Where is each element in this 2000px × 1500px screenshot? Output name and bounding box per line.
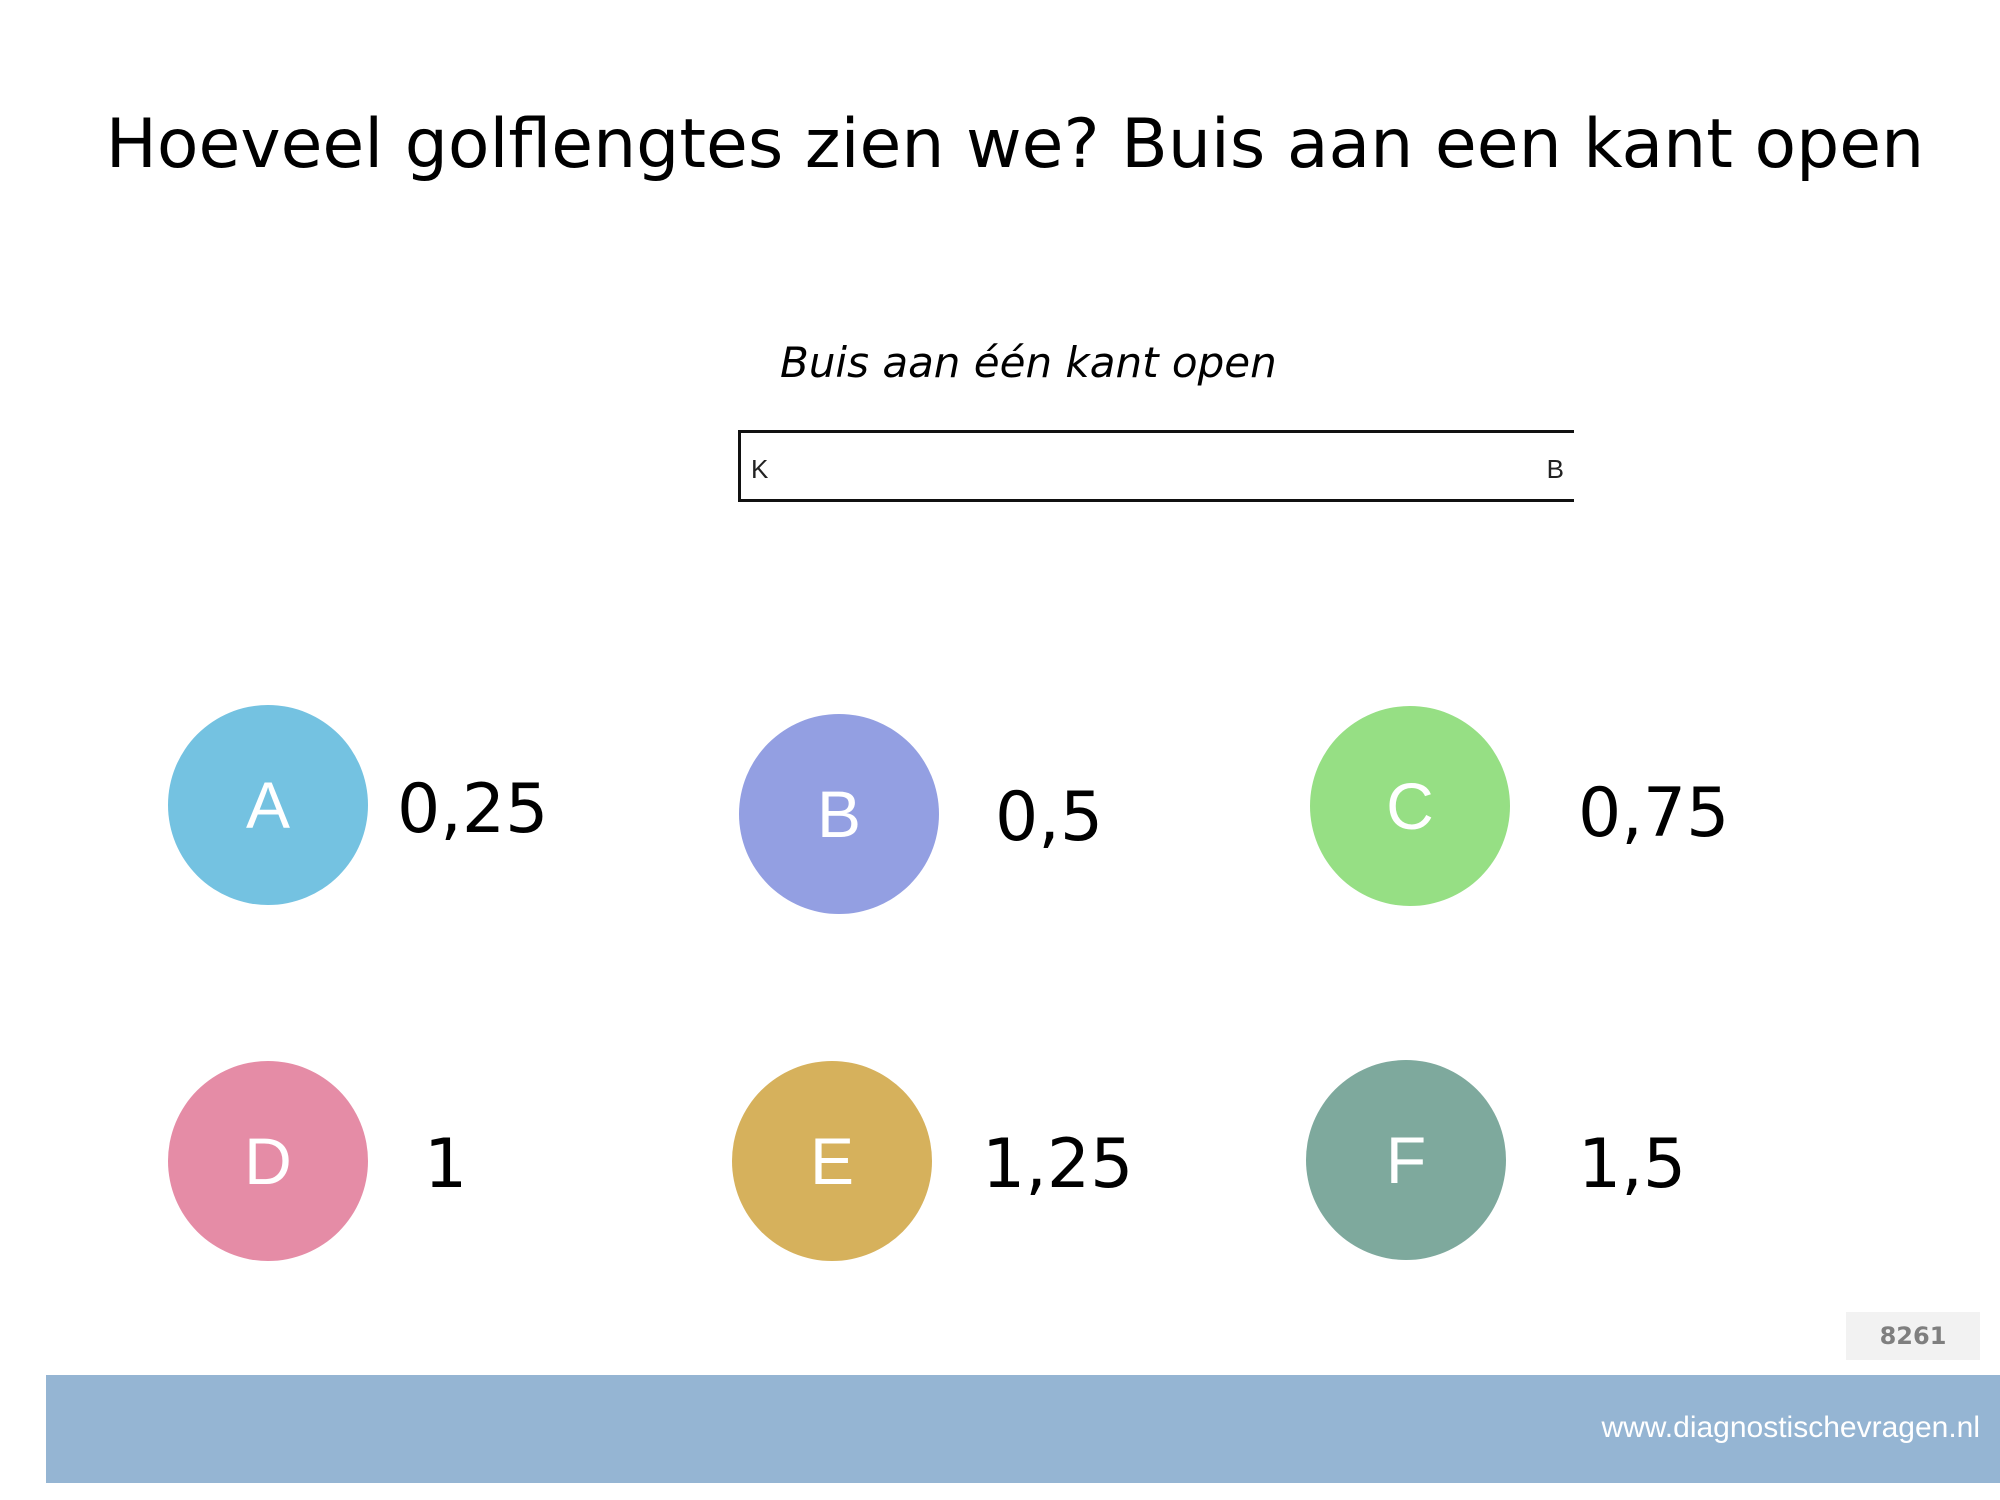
question-id-badge: 8261 (1846, 1312, 1980, 1360)
option-b-button[interactable]: B (739, 714, 939, 914)
footer-url-link[interactable]: www.diagnostischevragen.nl (1601, 1411, 1980, 1444)
option-a-button[interactable]: A (168, 705, 368, 905)
option-e-value: 1,25 (982, 1125, 1134, 1204)
option-d-button[interactable]: D (168, 1061, 368, 1261)
option-c-button[interactable]: C (1310, 706, 1510, 906)
option-a-letter: A (245, 768, 291, 842)
option-c-letter: C (1386, 769, 1434, 843)
option-a-value: 0,25 (397, 770, 549, 849)
option-d-value: 1 (424, 1125, 468, 1204)
footer-bar: www.diagnostischevragen.nl (46, 1375, 2000, 1483)
option-b-value: 0,5 (995, 778, 1104, 857)
option-e-letter: E (809, 1124, 855, 1198)
tube-diagram: K B (738, 430, 1574, 502)
option-d-letter: D (244, 1124, 292, 1198)
option-f-value: 1,5 (1578, 1125, 1687, 1204)
tube-label-open-end: B (1546, 454, 1564, 484)
option-f-letter: F (1385, 1123, 1427, 1197)
option-e-button[interactable]: E (732, 1061, 932, 1261)
option-f-button[interactable]: F (1306, 1060, 1506, 1260)
option-b-letter: B (816, 777, 862, 851)
option-c-value: 0,75 (1578, 774, 1730, 853)
tube-label-closed-end: K (751, 454, 769, 484)
tube-caption: Buis aan één kant open (780, 338, 1277, 387)
question-title: Hoeveel golflengtes zien we? Buis aan ee… (105, 105, 1925, 184)
